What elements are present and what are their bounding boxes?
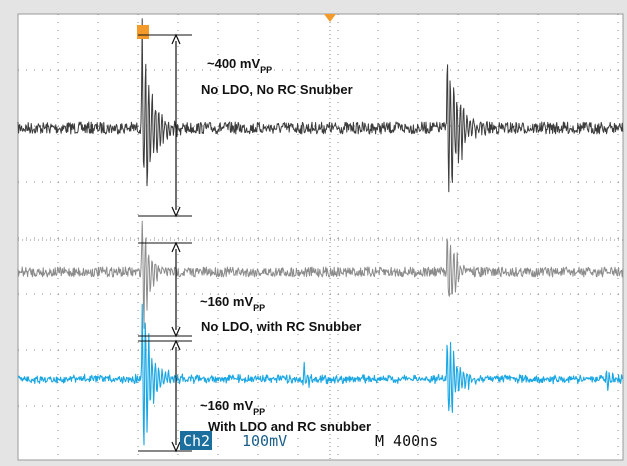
annotation-amplitude-top-value: ~400 mV <box>207 56 260 71</box>
amplitude-arrow-top <box>138 33 192 218</box>
annotation-amplitude-top: ~400 mVPP <box>207 56 272 75</box>
annotation-amplitude-bottom-sub: PP <box>253 407 265 417</box>
timebase: M 400ns <box>375 432 438 450</box>
amplitude-arrow-mid <box>138 241 192 338</box>
scope-plot-area <box>17 13 624 461</box>
annotation-amplitude-bottom: ~160 mVPP <box>200 398 265 417</box>
annotation-desc-mid: No LDO, with RC Snubber <box>201 319 361 334</box>
annotation-amplitude-top-sub: PP <box>260 65 272 75</box>
trace-bottom <box>17 303 624 446</box>
trace-mid <box>17 220 624 329</box>
traces <box>17 18 624 446</box>
amplitude-arrows <box>138 33 192 453</box>
trace-top <box>17 18 624 193</box>
vertical-scale: 100mV <box>242 432 287 450</box>
trigger-level-marker <box>324 14 336 22</box>
channel-label: Ch2 <box>183 432 210 450</box>
trigger-position-marker <box>137 25 149 39</box>
annotation-desc-top: No LDO, No RC Snubber <box>201 82 353 97</box>
annotation-desc-bottom: With LDO and RC snubber <box>208 419 371 434</box>
annotation-amplitude-mid: ~160 mVPP <box>200 294 265 313</box>
annotation-amplitude-mid-value: ~160 mV <box>200 294 253 309</box>
annotation-amplitude-mid-sub: PP <box>253 303 265 313</box>
channel-badge <box>180 431 212 450</box>
amplitude-arrow-bottom <box>138 339 192 453</box>
annotation-amplitude-bottom-value: ~160 mV <box>200 398 253 413</box>
